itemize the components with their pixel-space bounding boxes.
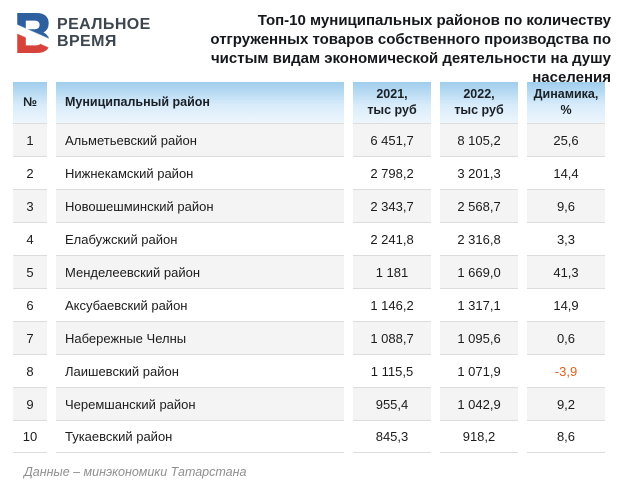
brand-logo: РЕАЛЬНОЕ ВРЕМЯ	[14, 13, 151, 53]
value-2022-cell: 1 095,6	[440, 321, 518, 354]
value-2022-cell: 1 669,0	[440, 255, 518, 288]
value-2021-cell: 955,4	[353, 387, 431, 420]
value-2021-cell: 1 115,5	[353, 354, 431, 387]
value-2022-cell: 2 568,7	[440, 189, 518, 222]
column-header-2022: 2022, тыс руб	[440, 82, 518, 123]
rank-cell: 7	[13, 321, 47, 354]
dynamics-cell: 9,6	[527, 189, 605, 222]
rank-cell: 9	[13, 387, 47, 420]
column-header-district: Муниципальный район	[56, 82, 344, 123]
district-cell: Альметьевский район	[56, 123, 344, 156]
rankings-table: № Муниципальный район 2021, тыс руб 2022…	[13, 82, 605, 453]
rank-cell: 5	[13, 255, 47, 288]
rank-cell: 10	[13, 420, 47, 453]
district-cell: Черемшанский район	[56, 387, 344, 420]
value-2021-cell: 6 451,7	[353, 123, 431, 156]
brand-name-line1: РЕАЛЬНОЕ	[57, 15, 151, 33]
brand-name: РЕАЛЬНОЕ ВРЕМЯ	[57, 16, 151, 51]
district-cell: Нижнекамский район	[56, 156, 344, 189]
rank-cell: 1	[13, 123, 47, 156]
district-cell: Менделеевский район	[56, 255, 344, 288]
column-header-num: №	[13, 82, 47, 123]
data-source-note: Данные – минэкономики Татарстана	[24, 465, 247, 479]
value-2021-cell: 2 343,7	[353, 189, 431, 222]
page-header: РЕАЛЬНОЕ ВРЕМЯ Топ-10 муниципальных райо…	[0, 0, 620, 86]
district-cell: Новошешминский район	[56, 189, 344, 222]
dynamics-cell: 8,6	[527, 420, 605, 453]
value-2022-cell: 1 071,9	[440, 354, 518, 387]
district-cell: Тукаевский район	[56, 420, 344, 453]
district-cell: Елабужский район	[56, 222, 344, 255]
brand-logo-icon	[17, 13, 50, 53]
value-2021-cell: 1 088,7	[353, 321, 431, 354]
rank-cell: 2	[13, 156, 47, 189]
dynamics-cell: 3,3	[527, 222, 605, 255]
value-2021-cell: 1 146,2	[353, 288, 431, 321]
value-2022-cell: 2 316,8	[440, 222, 518, 255]
brand-name-line2: ВРЕМЯ	[57, 33, 117, 50]
district-cell: Набережные Челны	[56, 321, 344, 354]
dynamics-cell: 41,3	[527, 255, 605, 288]
dynamics-cell: 14,9	[527, 288, 605, 321]
district-cell: Аксубаевский район	[56, 288, 344, 321]
rank-cell: 6	[13, 288, 47, 321]
dynamics-cell: -3,9	[527, 354, 605, 387]
value-2021-cell: 2 241,8	[353, 222, 431, 255]
value-2021-cell: 845,3	[353, 420, 431, 453]
column-header-2021: 2021, тыс руб	[353, 82, 431, 123]
value-2022-cell: 918,2	[440, 420, 518, 453]
rank-cell: 4	[13, 222, 47, 255]
rank-cell: 8	[13, 354, 47, 387]
value-2021-cell: 2 798,2	[353, 156, 431, 189]
column-header-dynamics: Динамика, %	[527, 82, 605, 123]
value-2022-cell: 8 105,2	[440, 123, 518, 156]
rank-cell: 3	[13, 189, 47, 222]
district-cell: Лаишевский район	[56, 354, 344, 387]
dynamics-cell: 25,6	[527, 123, 605, 156]
value-2021-cell: 1 181	[353, 255, 431, 288]
page-title: Топ-10 муниципальных районов по количест…	[210, 12, 611, 86]
dynamics-cell: 0,6	[527, 321, 605, 354]
dynamics-cell: 9,2	[527, 387, 605, 420]
value-2022-cell: 1 317,1	[440, 288, 518, 321]
dynamics-cell: 14,4	[527, 156, 605, 189]
value-2022-cell: 1 042,9	[440, 387, 518, 420]
value-2022-cell: 3 201,3	[440, 156, 518, 189]
